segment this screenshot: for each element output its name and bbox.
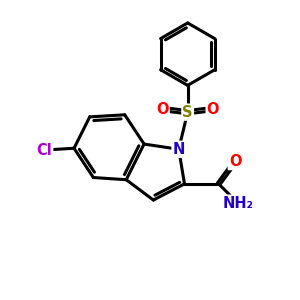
- Text: N: N: [172, 142, 185, 157]
- Text: O: O: [229, 154, 241, 169]
- Text: S: S: [182, 105, 193, 120]
- Text: O: O: [207, 102, 219, 117]
- Text: O: O: [156, 102, 169, 117]
- Text: NH₂: NH₂: [223, 196, 254, 211]
- Text: Cl: Cl: [37, 142, 52, 158]
